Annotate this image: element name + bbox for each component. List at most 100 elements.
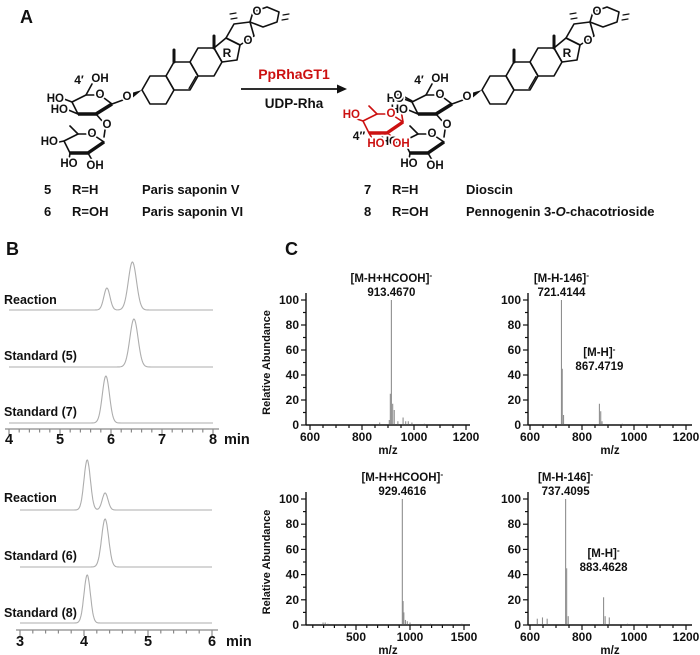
panel-a-label: A: [20, 7, 33, 27]
svg-text:OH: OH: [392, 138, 409, 150]
svg-text:O: O: [88, 128, 97, 140]
svg-text:4′: 4′: [74, 73, 84, 87]
cofactor-label: UDP-Rha: [264, 96, 324, 111]
svg-text:O: O: [387, 108, 396, 120]
svg-text:1500: 1500: [451, 630, 478, 644]
mass-spectrum-top-right: 0 20 40 60 80 100 600 800 1000 1200 m/z [M-H-146]- 7…: [501, 270, 700, 457]
trace-reaction: Reaction: [4, 459, 212, 511]
svg-text:80: 80: [286, 318, 300, 332]
compound-number: 7: [364, 182, 372, 197]
svg-text:O: O: [443, 119, 452, 131]
svg-text:600: 600: [300, 430, 320, 444]
svg-text:737.4095: 737.4095: [542, 486, 591, 498]
svg-text:HO: HO: [41, 136, 58, 148]
svg-text:8: 8: [209, 432, 217, 448]
svg-text:913.4670: 913.4670: [367, 287, 415, 299]
peak-annotations: [M-H-146]- 737.4095 [M-H]- 883.4628: [538, 469, 628, 574]
product-bonds: [356, 6, 630, 161]
svg-text:883.4628: 883.4628: [580, 562, 629, 574]
svg-text:80: 80: [508, 517, 522, 531]
compound-number: 8: [364, 204, 372, 219]
compound-r-group: R=OH: [72, 204, 109, 219]
compound-row-6: 6 R=OH Paris saponin VI: [44, 204, 243, 219]
svg-text:600: 600: [520, 630, 540, 644]
compound-name: Dioscin: [466, 182, 513, 197]
time-axis: 4 5 6 7 8 min: [5, 428, 250, 448]
svg-text:5: 5: [56, 432, 64, 448]
svg-text:6: 6: [107, 432, 115, 448]
svg-text:0: 0: [514, 618, 521, 632]
svg-text:1200: 1200: [453, 430, 480, 444]
svg-text:min: min: [226, 634, 252, 650]
svg-text:OH: OH: [426, 160, 443, 172]
svg-text:1200: 1200: [673, 430, 700, 444]
svg-text:m/z: m/z: [378, 645, 397, 655]
svg-text:min: min: [224, 432, 250, 448]
reaction-arrow-icon: [241, 84, 347, 94]
svg-text:40: 40: [508, 568, 522, 582]
svg-text:100: 100: [501, 293, 521, 307]
compound-row-7: 7 R=H Dioscin: [364, 182, 655, 197]
mass-spectrum-top-left: 0 20 40 60 80 100 600 800 1000 1200 m/z Relative Ab…: [261, 270, 480, 457]
svg-text:0: 0: [292, 618, 299, 632]
svg-text:40: 40: [286, 368, 300, 382]
svg-text:20: 20: [286, 593, 300, 607]
peak-annotations: [M-H+HCOOH]- 913.4670: [351, 270, 433, 299]
axes: 0 20 40 60 80 100 600 800 1000 1200 m/z: [501, 293, 700, 457]
svg-text:Relative Abundance: Relative Abundance: [261, 510, 273, 615]
svg-text:O: O: [428, 128, 437, 140]
svg-text:OH: OH: [431, 73, 448, 85]
compound-name: Paris saponin VI: [142, 204, 244, 219]
svg-text:800: 800: [572, 430, 592, 444]
peaks: [536, 499, 629, 625]
peak-annotations: [M-H+HCOOH]- 929.4616: [361, 469, 443, 498]
svg-text:HO: HO: [391, 104, 408, 116]
svg-text:1200: 1200: [673, 630, 700, 644]
time-axis: 3 4 5 6 min: [16, 629, 252, 650]
svg-text:O: O: [436, 89, 445, 101]
svg-text:800: 800: [352, 430, 372, 444]
svg-text:O: O: [244, 35, 253, 47]
svg-text:Relative Abundance: Relative Abundance: [261, 310, 273, 415]
substrate-legend: 5 R=H Paris saponin V 6 R=OH Paris sapon…: [44, 182, 243, 226]
svg-text:HO: HO: [60, 158, 77, 170]
svg-text:m/z: m/z: [600, 645, 619, 655]
panel-c-label: C: [285, 239, 298, 259]
peak-annotations: [M-H-146]- 721.4144 [M-H]- 867.4719: [534, 270, 624, 373]
svg-text:20: 20: [508, 593, 522, 607]
svg-text:O: O: [96, 89, 105, 101]
svg-text:0: 0: [514, 418, 521, 432]
compound-r-group: R=H: [72, 182, 99, 197]
svg-text:40: 40: [508, 368, 522, 382]
peaks: [322, 499, 463, 625]
svg-text:O: O: [103, 119, 112, 131]
svg-text:40: 40: [286, 568, 300, 582]
axes: 0 20 40 60 80 100 600 800 1000 1200 m/z Relative Ab…: [261, 293, 480, 457]
enzyme-label: PpRhaGT1: [258, 66, 330, 82]
compound-number: 5: [44, 182, 52, 197]
svg-text:Standard (8): Standard (8): [4, 606, 77, 620]
svg-text:4: 4: [5, 432, 13, 448]
trace-standard-7-: Standard (7): [4, 375, 213, 424]
panel-b-label: B: [6, 239, 19, 259]
svg-text:R: R: [563, 46, 572, 60]
svg-text:1000: 1000: [401, 430, 428, 444]
svg-text:OH: OH: [86, 160, 103, 172]
compound-r-group: R=H: [392, 182, 419, 197]
svg-text:OH: OH: [91, 73, 108, 85]
svg-text:60: 60: [508, 542, 522, 556]
trace-reaction: Reaction: [4, 261, 213, 311]
svg-text:60: 60: [286, 343, 300, 357]
svg-text:Standard (5): Standard (5): [4, 349, 77, 363]
compound-r-group: R=OH: [392, 204, 429, 219]
svg-text:[M-H+HCOOH]-: [M-H+HCOOH]-: [361, 469, 443, 484]
svg-text:HO: HO: [47, 93, 64, 105]
svg-text:[M-H]-: [M-H]-: [587, 545, 619, 560]
trace-standard-8-: Standard (8): [4, 574, 212, 624]
svg-text:HO: HO: [367, 138, 384, 150]
svg-text:1000: 1000: [621, 430, 648, 444]
